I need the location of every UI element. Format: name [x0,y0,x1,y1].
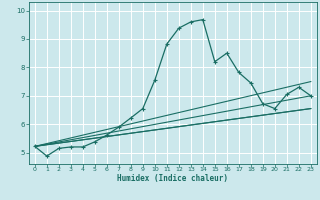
X-axis label: Humidex (Indice chaleur): Humidex (Indice chaleur) [117,174,228,183]
